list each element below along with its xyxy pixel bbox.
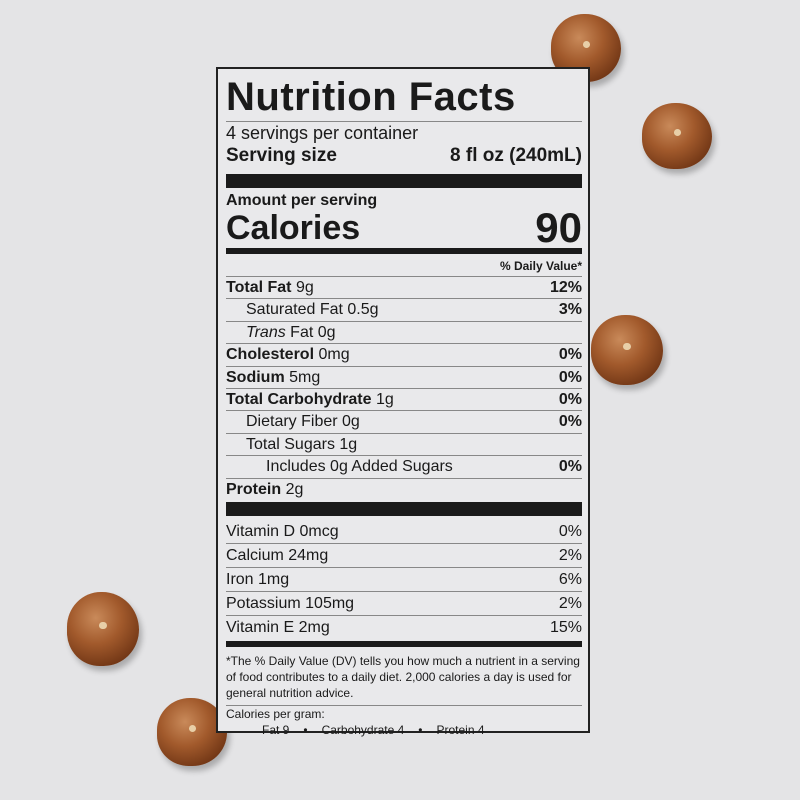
- label-title: Nutrition Facts: [226, 75, 516, 119]
- serving-size-label: Serving size: [226, 145, 337, 166]
- vitamin-row: Vitamin E 2mg 15%: [226, 615, 582, 639]
- divider: [226, 502, 582, 517]
- vitamin-row: Vitamin D 0mcg 0%: [226, 523, 582, 541]
- nutrient-row: Total Sugars 1g: [226, 432, 582, 455]
- divider: [226, 641, 582, 648]
- bullet-icon: •: [418, 723, 423, 738]
- vitamin-row: Potassium 105mg 2%: [226, 591, 582, 615]
- daily-value-footnote: *The % Daily Value (DV) tells you how mu…: [226, 654, 580, 701]
- hazelnut-image: [67, 592, 139, 666]
- nutrient-row: Cholesterol 0mg 0%: [226, 343, 582, 365]
- daily-value-header: % Daily Value*: [499, 259, 582, 273]
- serving-size-value: 8 fl oz (240mL): [450, 145, 582, 166]
- nutrient-row: Includes 0g Added Sugars 0%: [226, 455, 582, 477]
- nutrient-row: Dietary Fiber 0g 0%: [226, 410, 582, 432]
- amount-per-serving: Amount per serving: [226, 192, 378, 209]
- calories-value: 90: [535, 204, 582, 251]
- nutrient-row: Protein 2g: [226, 477, 582, 500]
- hazelnut-image: [591, 315, 663, 385]
- calories-label: Calories: [226, 209, 361, 247]
- nutrition-facts-label: Nutrition Facts 4 servings per container…: [216, 67, 590, 737]
- nutrient-row: Sodium 5mg 0%: [226, 365, 582, 388]
- vitamin-row: Iron 1mg 6%: [226, 567, 582, 591]
- divider: [226, 248, 582, 254]
- hazelnut-image: [157, 698, 227, 766]
- calories-row: Calories 90: [226, 204, 582, 251]
- divider: [226, 174, 582, 188]
- servings-per-container: 4 servings per container: [226, 123, 419, 143]
- vitamin-row: Calcium 24mg 2%: [226, 543, 582, 567]
- serving-size: Serving size 8 fl oz (240mL): [226, 144, 582, 168]
- nutrient-row: Trans Fat 0g: [226, 320, 582, 343]
- vitamin-list: Vitamin D 0mcg 0% Calcium 24mg 2% Iron 1mg…: [226, 520, 582, 639]
- bullet-icon: •: [303, 723, 308, 738]
- nutrient-row: Total Fat 9g 12%: [226, 276, 582, 298]
- calories-per-gram: Calories per gram: Fat 9 • Carbohydrate …: [226, 707, 485, 738]
- nutrient-row: Total Carbohydrate 1g 0%: [226, 388, 582, 410]
- nutrient-row: Saturated Fat 0.5g 3%: [226, 298, 582, 320]
- hazelnut-image: [642, 103, 712, 169]
